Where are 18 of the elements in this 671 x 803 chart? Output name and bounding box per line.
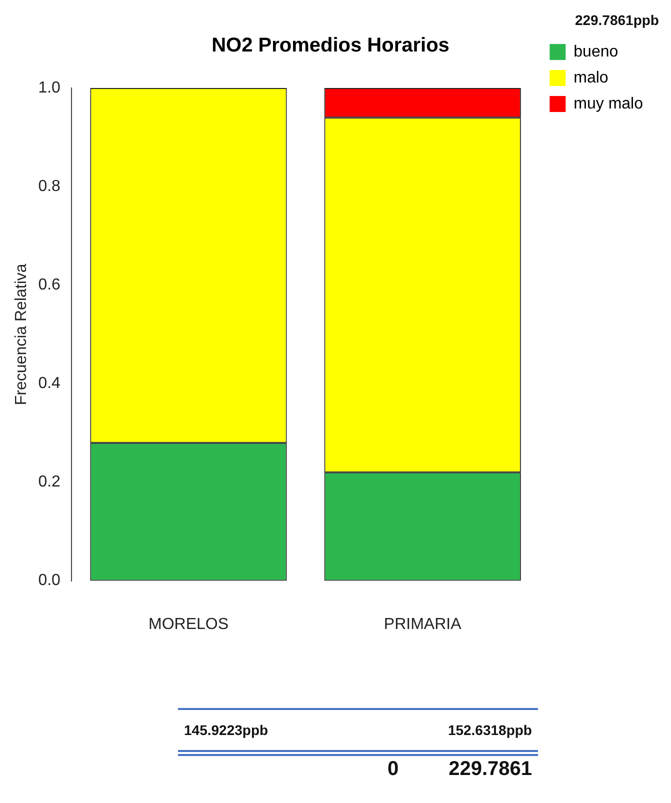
y-tick-label: 0.4 xyxy=(38,375,61,392)
y-tick-label: 0.0 xyxy=(38,572,61,590)
text: 229.7861ppb xyxy=(574,12,659,28)
y-tick-label: 0.2 xyxy=(38,474,61,491)
x-tick-label: MORELOS xyxy=(148,616,228,633)
text: 229.7861 xyxy=(448,758,532,781)
text: 145.9223ppb xyxy=(184,722,268,738)
y-tick-label: 1.0 xyxy=(38,79,61,96)
y-tick-label: 0.6 xyxy=(38,276,61,294)
chart-title: NO2 Promedios Horarios xyxy=(212,34,450,57)
text: 152.6318ppb xyxy=(448,722,532,738)
legend-label: muy malo xyxy=(574,95,644,112)
text: 0 xyxy=(387,758,399,781)
y-axis-title: Frecuencia Relativa xyxy=(13,264,30,406)
legend-label: malo xyxy=(574,69,608,86)
x-tick-label: PRIMARIA xyxy=(384,616,462,633)
legend-label: bueno xyxy=(574,43,618,60)
y-tick-label: 0.8 xyxy=(38,178,61,195)
